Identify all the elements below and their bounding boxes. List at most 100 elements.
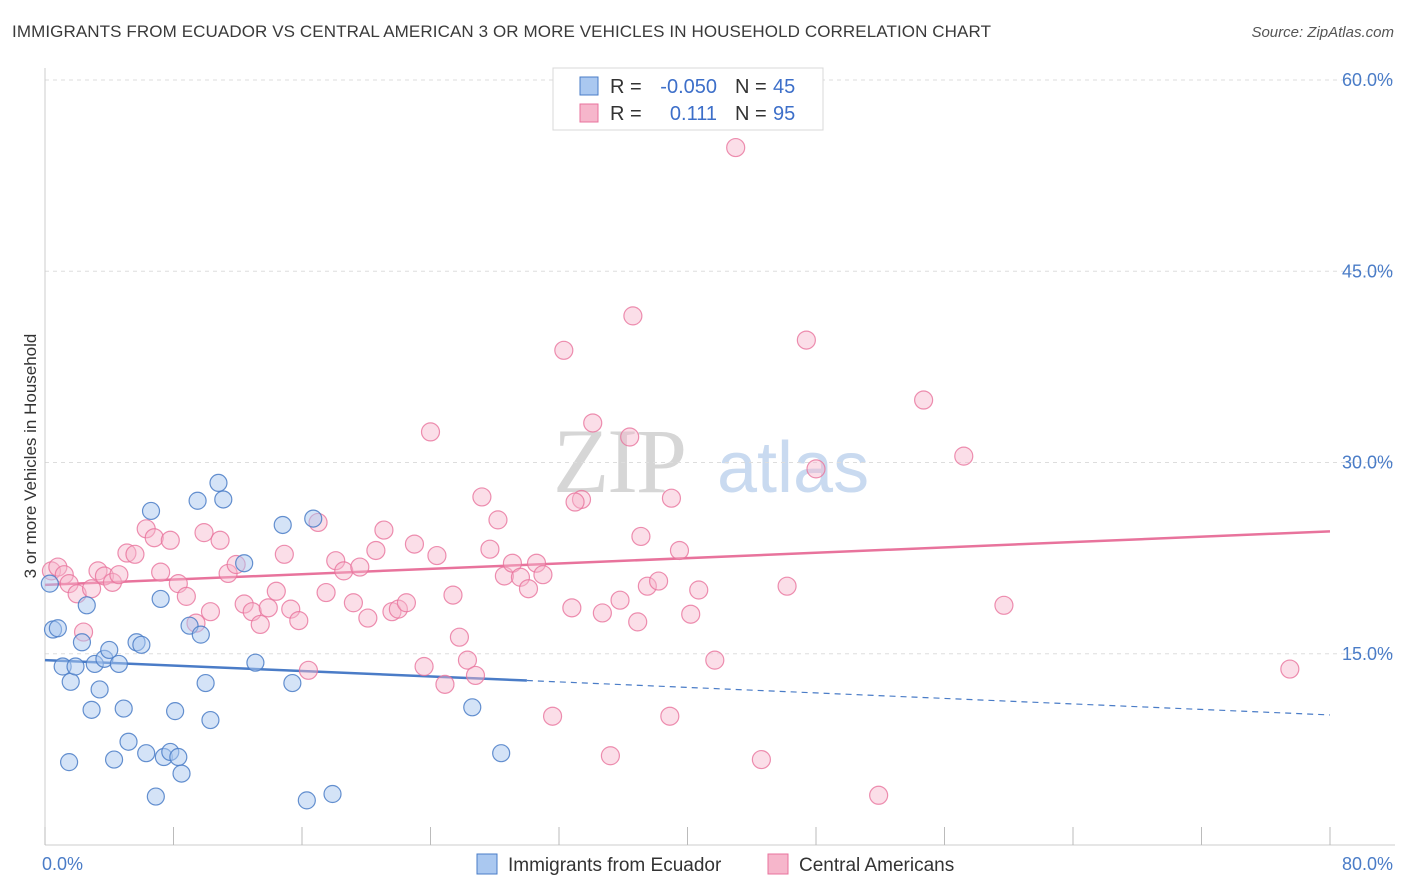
point-central-americans: [869, 785, 889, 805]
point-ecuador: [119, 732, 138, 751]
point-central-americans: [234, 594, 254, 614]
point-ecuador: [297, 791, 316, 810]
point-ecuador: [66, 657, 85, 676]
point-central-americans: [274, 544, 294, 564]
point-central-americans: [480, 539, 500, 559]
data-points: [40, 137, 1300, 810]
point-central-americans: [200, 602, 221, 622]
point-central-americans: [954, 446, 974, 466]
point-central-americans: [631, 526, 651, 547]
point-ecuador: [246, 653, 265, 672]
point-central-americans: [661, 488, 682, 508]
point-ecuador: [104, 750, 124, 769]
point-central-americans: [637, 576, 657, 596]
x-ticks: 0.0% 80.0%: [42, 854, 1393, 874]
point-central-americans: [151, 562, 171, 582]
x-tick-label: 0.0%: [42, 854, 83, 874]
watermark-zip: ZIP: [553, 410, 685, 512]
point-central-americans: [600, 746, 621, 766]
point-central-americans: [705, 650, 725, 670]
point-central-americans: [258, 598, 278, 618]
legend-r-label-1: R =: [610, 76, 642, 98]
point-central-americans: [518, 579, 539, 599]
point-central-americans: [526, 553, 547, 573]
point-ecuador: [273, 515, 292, 535]
point-central-americans: [358, 608, 378, 628]
point-ecuador: [100, 640, 119, 660]
point-central-americans: [326, 551, 346, 571]
point-central-americans: [289, 610, 309, 631]
point-central-americans: [914, 390, 934, 410]
point-central-americans: [443, 585, 463, 605]
point-ecuador: [201, 710, 220, 730]
point-central-americans: [510, 567, 531, 587]
point-central-americans: [176, 586, 196, 606]
point-central-americans: [620, 427, 640, 447]
legend-bottom-label-central: Central Americans: [799, 855, 954, 876]
axes: [44, 68, 1395, 846]
point-central-americans: [472, 487, 492, 507]
point-ecuador: [169, 747, 188, 767]
point-central-americans: [994, 595, 1014, 615]
chart-title: IMMIGRANTS FROM ECUADOR VS CENTRAL AMERI…: [12, 22, 992, 41]
point-ecuador: [137, 744, 156, 763]
point-central-americans: [281, 599, 301, 619]
point-central-americans: [623, 306, 643, 326]
point-central-americans: [806, 459, 826, 479]
point-ecuador: [72, 633, 92, 652]
point-central-americans: [266, 581, 286, 601]
point-ecuador: [191, 625, 210, 644]
point-central-americans: [343, 593, 363, 613]
legend-r-value-2: 0.111: [670, 103, 717, 125]
legend-n-label-2: N =: [735, 103, 767, 125]
point-ecuador: [77, 596, 96, 615]
point-ecuador: [61, 672, 80, 691]
point-ecuador: [463, 698, 482, 717]
point-central-americans: [660, 706, 680, 726]
point-central-americans: [160, 530, 180, 550]
point-ecuador: [214, 490, 233, 509]
point-ecuador: [141, 501, 161, 521]
point-central-americans: [796, 330, 816, 350]
watermark-atlas: atlas: [717, 428, 869, 508]
y-axis-label: 3 or more Vehicles in Household: [21, 334, 40, 579]
point-central-americans: [751, 749, 771, 770]
legend-n-label-1: N =: [735, 76, 767, 98]
point-central-americans: [210, 530, 230, 550]
source-label: Source: ZipAtlas.com: [1251, 24, 1394, 41]
watermark: ZIP atlas: [553, 410, 869, 512]
point-central-americans: [1280, 659, 1300, 679]
legend-bottom-label-ecuador: Immigrants from Ecuador: [508, 855, 722, 876]
y-tick-label: 15.0%: [1342, 644, 1393, 664]
point-ecuador: [48, 619, 67, 638]
legend-swatch-blue: [579, 76, 599, 96]
legend-bottom-swatch-pink: [767, 853, 789, 875]
point-central-americans: [250, 614, 270, 635]
point-central-americans: [117, 543, 137, 563]
point-central-americans: [88, 561, 108, 581]
point-central-americans: [449, 627, 470, 647]
y-tick-label: 60.0%: [1342, 70, 1393, 90]
x-tick-label: 80.0%: [1342, 854, 1393, 874]
point-central-americans: [420, 422, 441, 442]
point-ecuador: [235, 554, 254, 573]
point-central-americans: [109, 565, 129, 585]
point-central-americans: [689, 580, 709, 600]
point-central-americans: [726, 137, 746, 158]
legend-bottom: Immigrants from Ecuador Central American…: [476, 853, 954, 876]
point-ecuador: [188, 491, 207, 510]
point-ecuador: [166, 702, 185, 721]
point-ecuador: [492, 744, 511, 763]
legend-top: R = -0.050 N = 45 R = 0.111 N = 95: [552, 67, 824, 131]
point-central-americans: [396, 593, 417, 613]
point-ecuador: [196, 673, 215, 693]
point-central-americans: [457, 650, 478, 670]
point-central-americans: [366, 540, 386, 561]
point-central-americans: [648, 571, 669, 591]
legend-n-value-1: 45: [773, 76, 795, 98]
point-central-americans: [592, 603, 612, 623]
point-central-americans: [628, 612, 648, 632]
point-central-americans: [102, 572, 123, 592]
point-ecuador: [90, 680, 109, 699]
